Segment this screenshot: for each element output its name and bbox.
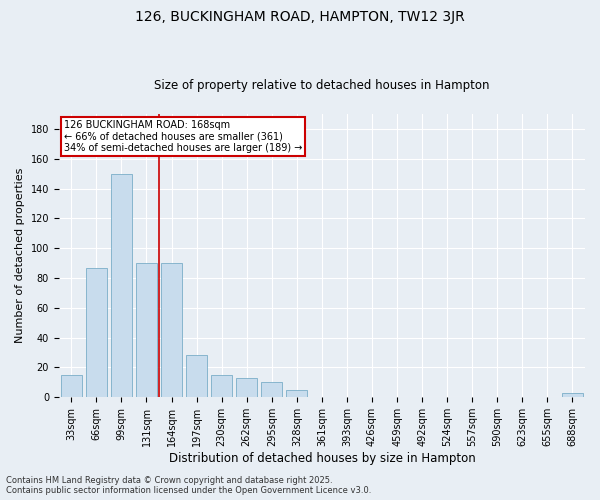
X-axis label: Distribution of detached houses by size in Hampton: Distribution of detached houses by size … — [169, 452, 475, 465]
Text: 126, BUCKINGHAM ROAD, HAMPTON, TW12 3JR: 126, BUCKINGHAM ROAD, HAMPTON, TW12 3JR — [135, 10, 465, 24]
Bar — [286, 390, 307, 397]
Bar — [136, 263, 157, 397]
Bar — [161, 263, 182, 397]
Bar — [186, 356, 207, 397]
Bar — [562, 393, 583, 397]
Title: Size of property relative to detached houses in Hampton: Size of property relative to detached ho… — [154, 79, 490, 92]
Bar — [261, 382, 283, 397]
Text: Contains HM Land Registry data © Crown copyright and database right 2025.
Contai: Contains HM Land Registry data © Crown c… — [6, 476, 371, 495]
Bar — [86, 268, 107, 397]
Bar — [211, 375, 232, 397]
Bar — [61, 375, 82, 397]
Bar — [111, 174, 132, 397]
Y-axis label: Number of detached properties: Number of detached properties — [15, 168, 25, 344]
Text: 126 BUCKINGHAM ROAD: 168sqm
← 66% of detached houses are smaller (361)
34% of se: 126 BUCKINGHAM ROAD: 168sqm ← 66% of det… — [64, 120, 302, 153]
Bar — [236, 378, 257, 397]
